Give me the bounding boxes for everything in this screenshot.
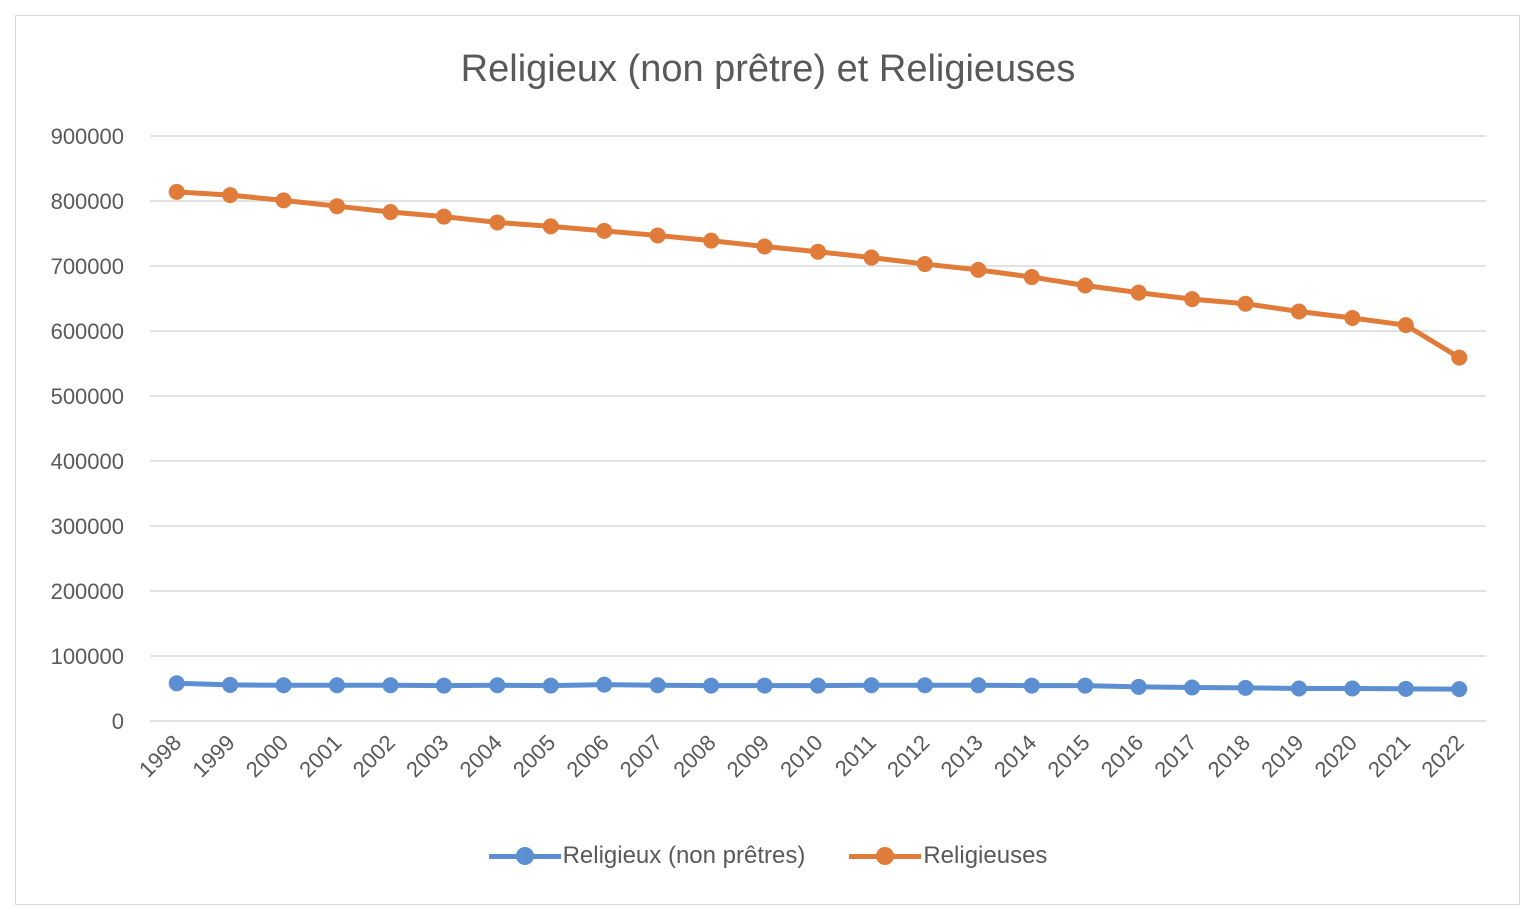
data-point-s0-2003	[435, 677, 452, 694]
x-tick-label: 2010	[775, 730, 827, 782]
y-tick-label: 300000	[51, 514, 124, 539]
data-point-s0-1999	[222, 676, 239, 693]
x-tick-label: 2001	[294, 730, 346, 782]
y-tick-label: 700000	[51, 254, 124, 279]
data-point-s0-2001	[329, 677, 346, 694]
data-point-s0-2008	[703, 677, 720, 694]
y-tick-label: 400000	[51, 449, 124, 474]
data-point-s0-2020	[1344, 680, 1361, 697]
x-tick-label: 2022	[1417, 730, 1469, 782]
legend-label-religieux: Religieux (non prêtres)	[562, 842, 806, 869]
data-point-s0-2017	[1184, 679, 1201, 696]
data-point-s0-2000	[275, 677, 292, 694]
legend-swatch-religieuses	[849, 838, 922, 874]
x-tick-label: 2014	[989, 730, 1041, 782]
data-point-s0-2011	[863, 677, 880, 694]
data-point-s0-2010	[810, 677, 826, 694]
data-point-s1-2011	[863, 249, 880, 266]
x-tick-label: 2009	[722, 730, 774, 782]
y-tick-label: 200000	[51, 579, 124, 604]
data-point-s1-1998	[168, 183, 185, 200]
x-tick-label: 2018	[1203, 730, 1255, 782]
x-tick-label: 2021	[1363, 730, 1415, 782]
x-tick-label: 2007	[615, 730, 667, 782]
chart-frame	[15, 15, 1520, 905]
x-tick-label: 2008	[668, 730, 720, 782]
data-point-s0-2014	[1023, 677, 1040, 694]
series-line-1	[174, 189, 1462, 361]
x-tick-label: 2006	[561, 730, 613, 782]
x-tick-label: 2004	[455, 730, 507, 782]
data-point-s0-2019	[1290, 680, 1307, 697]
legend-item-religieux: Religieux (non prêtres)	[488, 838, 806, 874]
data-point-s1-2018	[1237, 295, 1254, 312]
data-point-s0-2012	[916, 677, 933, 694]
data-point-s1-2022	[1451, 349, 1468, 366]
x-tick-label: 2012	[882, 730, 934, 782]
data-point-s1-2008	[703, 232, 720, 249]
x-tick-label: 2019	[1256, 730, 1308, 782]
data-point-s1-2015	[1077, 277, 1094, 294]
data-point-s0-2018	[1237, 679, 1254, 696]
data-point-s1-2019	[1290, 303, 1307, 320]
x-tick-label: 2017	[1149, 730, 1201, 782]
data-point-s1-2001	[329, 198, 346, 215]
data-point-s0-2006	[596, 676, 613, 693]
data-point-s1-2007	[649, 227, 666, 244]
data-point-s0-2021	[1397, 680, 1414, 697]
data-point-s0-2009	[756, 677, 773, 694]
data-point-s0-1998	[168, 675, 185, 692]
data-point-s1-2017	[1184, 291, 1201, 308]
x-tick-label: 2011	[830, 730, 881, 781]
y-tick-label: 0	[112, 709, 124, 734]
data-point-s1-2021	[1397, 317, 1414, 334]
data-point-s0-2016	[1130, 678, 1147, 695]
x-tick-label: 2015	[1042, 730, 1094, 782]
data-point-s1-2012	[916, 256, 933, 273]
data-point-s1-2005	[542, 218, 559, 235]
data-point-s0-2013	[970, 677, 987, 694]
x-tick-label: 1998	[134, 730, 186, 782]
x-tick-label: 2002	[348, 730, 400, 782]
data-point-s1-2006	[596, 222, 613, 239]
y-tick-label: 900000	[51, 124, 124, 149]
legend-item-religieuses: Religieuses	[849, 838, 1047, 874]
data-point-s1-2013	[970, 261, 987, 278]
x-tick-label: 2020	[1310, 730, 1362, 782]
x-tick-label: 2016	[1096, 730, 1148, 782]
x-tick-label: 2000	[241, 730, 293, 782]
x-tick-label: 2003	[401, 730, 453, 782]
data-point-s1-2004	[489, 214, 506, 231]
data-point-s0-2007	[649, 677, 666, 694]
y-tick-label: 100000	[51, 644, 124, 669]
data-point-s0-2015	[1077, 677, 1094, 694]
data-point-s1-2014	[1023, 269, 1040, 286]
data-point-s1-2002	[382, 204, 399, 221]
x-tick-label: 1999	[187, 730, 239, 782]
data-point-s1-2009	[756, 238, 773, 255]
y-tick-label: 500000	[51, 384, 124, 409]
x-tick-label: 2013	[936, 730, 988, 782]
data-point-s0-2022	[1451, 681, 1468, 698]
data-point-s1-2000	[275, 192, 292, 209]
chart-title: Religieux (non prêtre) et Religieuses	[460, 48, 1076, 90]
data-point-s1-2020	[1344, 310, 1361, 326]
x-tick-label: 2005	[508, 730, 560, 782]
data-point-s0-2004	[489, 677, 506, 694]
data-point-s1-2010	[810, 243, 826, 260]
data-point-s0-2005	[542, 677, 559, 694]
legend-label-religieuses: Religieuses	[923, 842, 1048, 869]
y-tick-label: 600000	[51, 319, 124, 344]
data-point-s1-2003	[435, 208, 452, 225]
legend-swatch-religieux	[488, 838, 561, 874]
data-point-s1-2016	[1130, 284, 1147, 301]
legend: Religieux (non prêtres) Religieuses	[0, 838, 1536, 874]
data-point-s0-2002	[382, 677, 399, 694]
data-point-s1-1999	[222, 187, 239, 204]
y-tick-label: 800000	[51, 189, 124, 214]
